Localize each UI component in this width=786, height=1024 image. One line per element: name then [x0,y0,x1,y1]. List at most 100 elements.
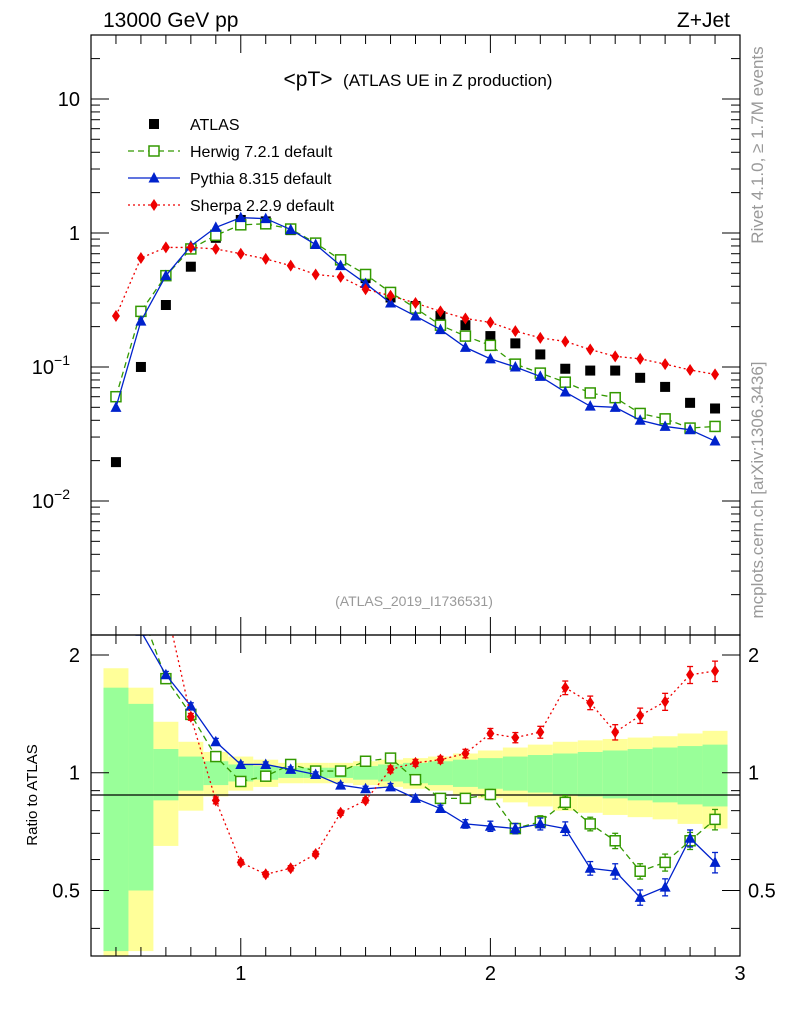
atlas-point [660,382,670,392]
sherpa-point [112,310,120,322]
sherpa-point [337,271,345,283]
atlas-point [685,398,695,408]
ratio-y-tick-label: 0.5 [52,880,80,902]
herwig-ratio-point [136,605,146,615]
herwig-ratio-point [336,766,346,776]
herwig-ratio-point [261,771,271,781]
y-tick-label: 10−1 [32,352,70,379]
sherpa-ratio-point [312,848,320,860]
plot-title: <pT> (ATLAS UE in Z production) [284,68,553,91]
sherpa-ratio-point [262,868,270,880]
legend-label-sherpa: Sherpa 2.2.9 default [190,198,335,215]
ratio-y-tick-label-right: 1 [748,763,759,785]
sherpa-point [312,268,320,280]
y-tick-label: 10 [58,89,80,111]
atlas-point [161,300,171,310]
ratio-y-tick-label-right: 0.5 [748,880,776,902]
legend: ATLAS Herwig 7.2.1 default Pythia 8.315 de… [128,117,335,215]
pythia-ratio-point [110,592,121,603]
legend-marker-herwig [149,146,159,156]
atlas-point [710,403,720,413]
herwig-ratio-point [411,775,421,785]
pythia-ratio-point [410,792,421,803]
atlas-point [485,331,495,341]
herwig-ratio-point [485,789,495,799]
atlas-point [635,373,645,383]
sherpa-point [137,252,145,264]
legend-label-atlas: ATLAS [190,117,240,134]
herwig-point [585,388,595,398]
sherpa-ratio-point [237,856,245,868]
sherpa-point [237,248,245,260]
herwig-ratio-point [560,797,570,807]
herwig-line [116,224,715,428]
sherpa-ratio-point [686,669,694,681]
sherpa-ratio-point [511,732,519,744]
sherpa-point [536,332,544,344]
sherpa-ratio-point [137,449,145,461]
ratio-y-tick-label-right: 2 [748,645,759,667]
sherpa-point [162,241,170,253]
herwig-ratio-point [660,857,670,867]
y-tick-label: 1 [69,223,80,245]
stat-uncertainty-band [678,746,703,804]
y-tick-label: 10−2 [32,486,70,513]
sherpa-ratio-point [611,726,619,738]
herwig-ratio-point [435,793,445,803]
pythia-ratio-point [585,862,596,873]
herwig-ratio-point [635,866,645,876]
herwig-ratio-point [610,836,620,846]
sherpa-ratio-point [486,727,494,739]
analysis-id: (ATLAS_2019_I1736531) [335,593,493,609]
sherpa-ratio-point [162,599,170,611]
stat-uncertainty-band [353,766,378,780]
stat-uncertainty-band [128,704,153,891]
legend-marker-atlas [149,119,159,129]
x-tick-label: 2 [485,963,496,985]
herwig-ratio-point [111,576,121,586]
chart-figure: 13000 GeV pp Z+Jet Rivet 4.1.0, ≥ 1.7M e… [0,0,786,1024]
stat-uncertainty-band [453,760,478,787]
atlas-point [111,457,121,467]
pythia-point [110,401,121,412]
main-frame [91,35,740,635]
stat-uncertainty-band [578,752,603,796]
sherpa-ratio-point [586,697,594,709]
ratio-y-tick-label: 1 [69,763,80,785]
x-tick-label: 1 [235,963,246,985]
legend-label-herwig: Herwig 7.2.1 default [190,144,333,161]
atlas-point [186,262,196,272]
stat-uncertainty-band [503,757,528,791]
stat-uncertainty-band [103,688,128,951]
stat-uncertainty-band [478,758,503,789]
sherpa-ratio-point [711,665,719,677]
sherpa-point [287,260,295,272]
header-energy: 13000 GeV pp [103,9,238,32]
ratio-panel: 2 2 1 1 0.5 0.5 Ratio to ATLAS [24,340,776,956]
pythia-ratio-point [460,818,471,829]
sherpa-ratio-point [661,696,669,708]
herwig-ratio-point [211,752,221,762]
sherpa-point [711,368,719,380]
legend-label-pythia: Pythia 8.315 default [190,171,332,188]
sherpa-ratio-point [287,862,295,874]
sherpa-point [586,344,594,356]
ratio-y-tick-label: 2 [69,645,80,667]
sherpa-point [511,325,519,337]
plot-title-sub: (ATLAS UE in Z production) [343,71,552,90]
herwig-ratio-line [116,581,715,872]
stat-uncertainty-band [603,750,628,798]
side-rivet-label: Rivet 4.1.0, ≥ 1.7M events [748,46,767,243]
stat-uncertainty-band [528,755,553,793]
stat-uncertainty-band [653,748,678,803]
atlas-point [510,338,520,348]
pythia-point [585,400,596,411]
stat-uncertainty-band [178,757,203,791]
pythia-line [116,218,715,441]
stat-uncertainty-band [628,749,653,800]
sherpa-point [262,253,270,265]
herwig-ratio-point [585,819,595,829]
sherpa-ratio-point [536,726,544,738]
herwig-point [460,331,470,341]
ratio-ylabel: Ratio to ATLAS [24,744,41,845]
